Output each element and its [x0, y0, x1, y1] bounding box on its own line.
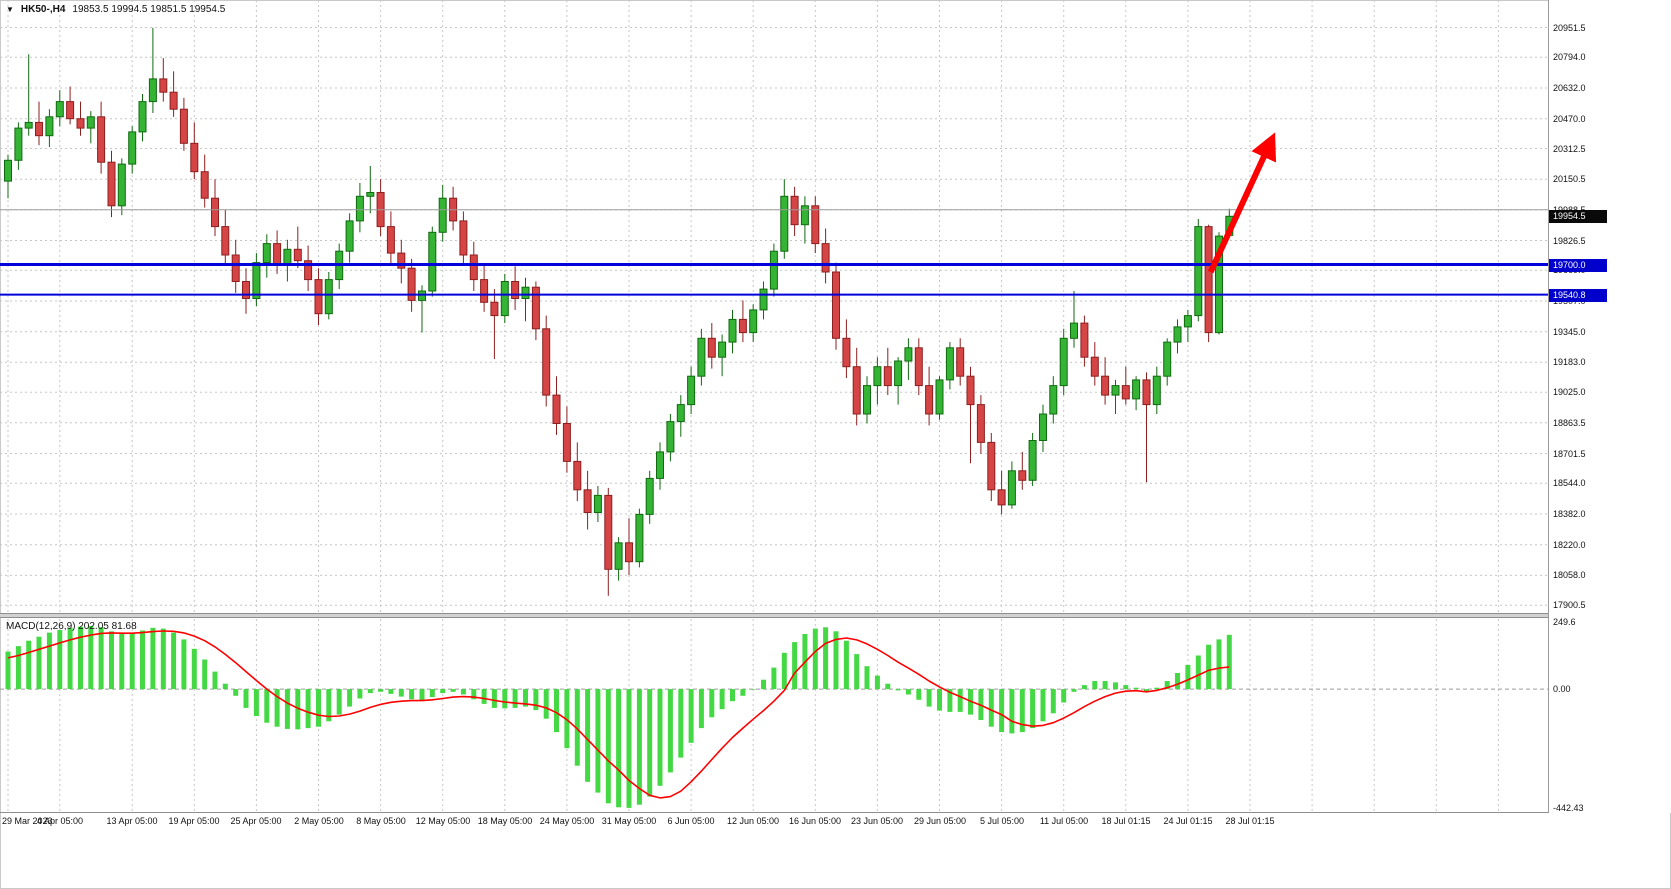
price-axis-label: 20951.5 [1553, 22, 1586, 33]
macd-axis-label: -442.43 [1553, 803, 1584, 813]
symbol-timeframe-label: HK50-,H4 [20, 4, 66, 15]
macd-axis-label: 249.6 [1553, 617, 1576, 627]
time-axis-label: 12 May 05:00 [415, 816, 471, 826]
price-line-badge: 19540.8 [1549, 288, 1607, 302]
price-axis-label: 19826.5 [1553, 235, 1586, 246]
price-axis-label: 17900.5 [1553, 600, 1586, 611]
time-axis-label: 24 May 05:00 [539, 816, 595, 826]
price-axis-label: 18544.0 [1553, 478, 1586, 489]
time-axis-label: 12 Jun 05:00 [726, 816, 780, 826]
time-axis-label: 13 Apr 05:00 [106, 816, 158, 826]
pane-separator-bottom [0, 812, 1671, 813]
macd-signal-line [7, 630, 1230, 799]
price-axis-label: 19025.0 [1553, 387, 1586, 398]
price-axis-label: 19988.5 [1553, 205, 1586, 216]
time-axis-label: 25 Apr 05:00 [230, 816, 282, 826]
price-axis-label: 20470.0 [1553, 113, 1586, 124]
time-axis-label: 4 Apr 05:00 [36, 816, 84, 826]
price-axis-label: 19345.0 [1553, 326, 1586, 337]
time-axis-label: 11 Jul 05:00 [1039, 816, 1089, 826]
price-axis-label: 18863.5 [1553, 417, 1586, 428]
time-axis-label: 23 Jun 05:00 [850, 816, 904, 826]
price-chart-canvas[interactable] [0, 0, 1548, 614]
price-axis-label: 18058.0 [1553, 570, 1586, 581]
price-axis-label: 20632.0 [1553, 83, 1586, 93]
time-axis-label: 28 Jul 01:15 [1225, 816, 1275, 826]
current-price-badge: 19954.5 [1549, 210, 1607, 224]
time-axis-label: 31 May 05:00 [601, 816, 657, 826]
price-axis[interactable]: 20951.5 20794.0 20632.0 20470.0 20312.5 20150… [1548, 0, 1671, 813]
time-axis-label: 18 May 05:00 [477, 816, 533, 826]
time-axis-label: 29 Jun 05:00 [913, 816, 967, 826]
macd-canvas[interactable] [0, 619, 1548, 812]
time-axis-label: 24 Jul 01:15 [1163, 816, 1213, 826]
time-axis-label: 29 Mar 2023 [2, 816, 53, 826]
time-axis-label: 8 May 05:00 [356, 816, 406, 826]
time-axis-label: 2 May 05:00 [294, 816, 344, 826]
chart-ohlc-header: ▼ HK50-,H4 19853.5 19994.5 19851.5 19954… [6, 4, 225, 15]
price-axis-label: 18701.5 [1553, 448, 1586, 459]
time-axis-label: 19 Apr 05:00 [168, 816, 220, 826]
time-axis[interactable]: 29 Mar 2023 4 Apr 05:00 13 Apr 05:00 19 Apr… [0, 816, 1671, 830]
grid [0, 0, 1548, 614]
price-axis-label: 18220.0 [1553, 539, 1586, 550]
price-line-badge: 19700.0 [1549, 258, 1607, 272]
symbol-dropdown-icon[interactable]: ▼ [6, 4, 14, 14]
candles [4, 27, 1234, 596]
trend-arrow [1207, 132, 1277, 274]
macd-pane: MACD(12,26,9) 202.05 81.68 [0, 619, 1548, 812]
price-axis-label: 19183.0 [1553, 357, 1586, 368]
price-axis-label: 20150.5 [1553, 174, 1586, 185]
time-axis-label: 6 Jun 05:00 [667, 816, 715, 826]
time-axis-label: 5 Jul 05:00 [979, 816, 1025, 826]
price-axis-label: 18382.0 [1553, 509, 1586, 519]
macd-indicator-label: MACD(12,26,9) 202.05 81.68 [6, 621, 137, 632]
pane-separator[interactable] [0, 613, 1671, 618]
price-axis-label: 20312.5 [1553, 143, 1586, 154]
price-axis-label: 20794.0 [1553, 52, 1586, 63]
time-axis-label: 16 Jun 05:00 [788, 816, 842, 826]
macd-axis-label: 0.00 [1553, 684, 1571, 695]
main-price-pane [0, 0, 1548, 614]
macd-histogram [5, 625, 1232, 808]
ohlc-values: 19853.5 19994.5 19851.5 19954.5 [72, 4, 226, 15]
time-axis-label: 18 Jul 01:15 [1101, 816, 1151, 826]
